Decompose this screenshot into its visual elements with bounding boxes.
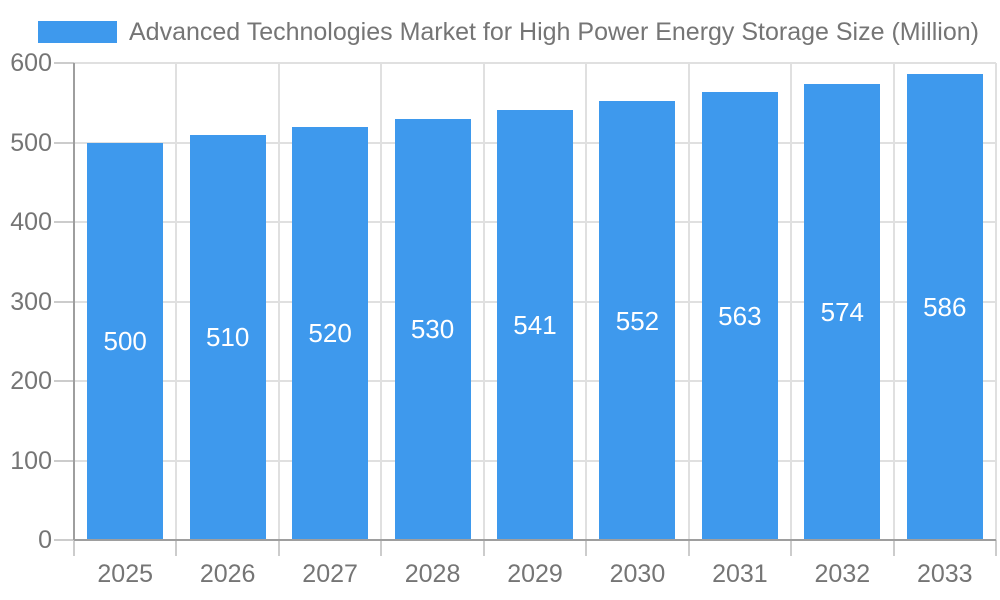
bar-value-label: 552 [615, 305, 660, 336]
bar-value-label: 520 [308, 318, 352, 349]
x-axis-tick [687, 540, 690, 556]
y-tick-label: 400 [10, 208, 52, 236]
gridline-vertical [380, 63, 383, 540]
x-tick-label: 2030 [609, 560, 666, 588]
y-axis-line [73, 63, 75, 540]
x-axis-tick [73, 540, 75, 556]
y-axis-tick [54, 459, 74, 462]
bar-value-label: 510 [205, 322, 250, 353]
gridline-vertical [790, 63, 793, 540]
gridline-vertical [482, 63, 485, 540]
bar-value-label: 500 [103, 326, 147, 357]
legend[interactable]: Advanced Technologies Market for High Po… [38, 15, 979, 49]
x-axis-tick [995, 540, 997, 556]
x-axis-tick [585, 540, 588, 556]
legend-label[interactable]: Advanced Technologies Market for High Po… [129, 17, 979, 46]
gridline-horizontal [74, 62, 996, 64]
bar-2030[interactable] [599, 101, 676, 540]
y-axis-tick [54, 380, 74, 382]
y-axis-tick [54, 221, 74, 223]
y-tick-label: 200 [10, 367, 52, 395]
x-tick-label: 2025 [97, 560, 154, 588]
x-tick-label: 2031 [712, 560, 768, 588]
x-axis-line [74, 539, 996, 541]
bar-2027[interactable] [292, 126, 369, 540]
bar-value-label: 563 [718, 301, 762, 332]
x-axis-tick [790, 540, 793, 556]
bar-2028[interactable] [394, 118, 471, 540]
bar-value-label: 530 [410, 314, 455, 345]
gridline-vertical [892, 63, 895, 540]
gridline-vertical [995, 63, 997, 540]
bar-value-label: 586 [923, 292, 967, 323]
bar-value-label: 574 [820, 296, 865, 327]
x-tick-label: 2027 [302, 560, 358, 588]
gridline-vertical [687, 63, 690, 540]
bar-2026[interactable] [189, 134, 266, 540]
x-tick-label: 2026 [199, 560, 256, 588]
x-tick-label: 2028 [404, 560, 461, 588]
y-axis-tick [54, 539, 74, 541]
x-tick-label: 2032 [814, 560, 871, 588]
y-tick-label: 0 [38, 526, 52, 554]
bar-2032[interactable] [804, 83, 881, 540]
x-axis-tick [380, 540, 383, 556]
y-tick-label: 300 [10, 287, 52, 316]
y-axis-tick [54, 300, 74, 303]
bar-2029[interactable] [497, 109, 573, 540]
bar-value-label: 541 [513, 309, 557, 340]
y-axis-tick [54, 62, 74, 64]
gridline-vertical [277, 63, 280, 540]
x-axis-tick [892, 540, 895, 556]
x-axis-tick [482, 540, 485, 556]
legend-swatch[interactable] [38, 21, 117, 43]
y-tick-label: 600 [10, 49, 52, 77]
y-tick-label: 100 [10, 446, 52, 475]
y-axis-tick [54, 141, 74, 144]
bar-2025[interactable] [87, 142, 164, 540]
x-axis-tick [175, 540, 178, 556]
x-tick-label: 2029 [507, 560, 563, 588]
x-axis-tick [277, 540, 280, 556]
gridline-vertical [175, 63, 178, 540]
x-tick-label: 2033 [916, 560, 973, 588]
gridline-vertical [585, 63, 588, 540]
bar-2031[interactable] [701, 92, 778, 540]
bar-2033[interactable] [906, 74, 983, 540]
y-tick-label: 500 [10, 128, 52, 157]
